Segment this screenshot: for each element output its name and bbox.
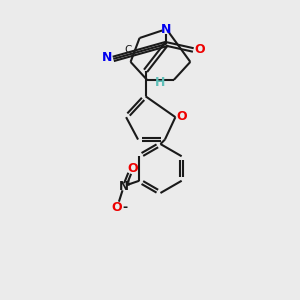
Text: -: -: [122, 200, 128, 214]
Text: N: N: [119, 180, 129, 193]
Text: O: O: [112, 200, 122, 214]
Text: O: O: [127, 162, 138, 175]
Text: +: +: [125, 178, 133, 188]
Text: C: C: [124, 45, 131, 55]
Text: H: H: [154, 76, 165, 89]
Text: N: N: [161, 22, 172, 36]
Text: N: N: [101, 51, 112, 64]
Text: O: O: [177, 110, 187, 123]
Text: O: O: [195, 44, 205, 56]
